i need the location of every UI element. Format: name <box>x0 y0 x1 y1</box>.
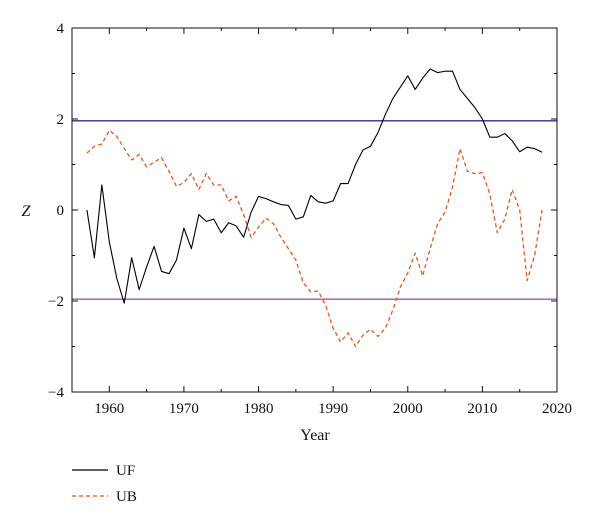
x-axis-title: Year <box>300 427 330 444</box>
plot-frame <box>71 27 558 393</box>
x-tick-label: 1960 <box>94 401 124 417</box>
plot-area <box>72 68 557 348</box>
axes: 1960 1970 1980 1990 2000 2010 2020 −4 −2 0 2 4 <box>48 21 572 417</box>
x-tick-label: 2000 <box>393 401 423 417</box>
y-axis-title: Z <box>22 203 32 220</box>
legend-label-ub: UB <box>116 489 137 505</box>
legend-label-uf: UF <box>116 463 135 479</box>
x-tick-label: 2010 <box>467 401 497 417</box>
y-tick-label: 4 <box>57 21 65 37</box>
y-tick-label: 0 <box>57 203 65 219</box>
x-tick-label: 2020 <box>542 401 572 417</box>
series-line-uf <box>86 68 543 304</box>
x-tick-label: 1990 <box>318 401 348 417</box>
y-tick-label: −2 <box>48 294 64 310</box>
y-tick-label: 2 <box>57 112 65 128</box>
legend: UF UB <box>72 463 137 505</box>
y-tick-label: −4 <box>48 385 64 401</box>
x-tick-label: 1980 <box>244 401 274 417</box>
x-tick-label: 1970 <box>169 401 199 417</box>
series-line-ub <box>86 129 543 348</box>
